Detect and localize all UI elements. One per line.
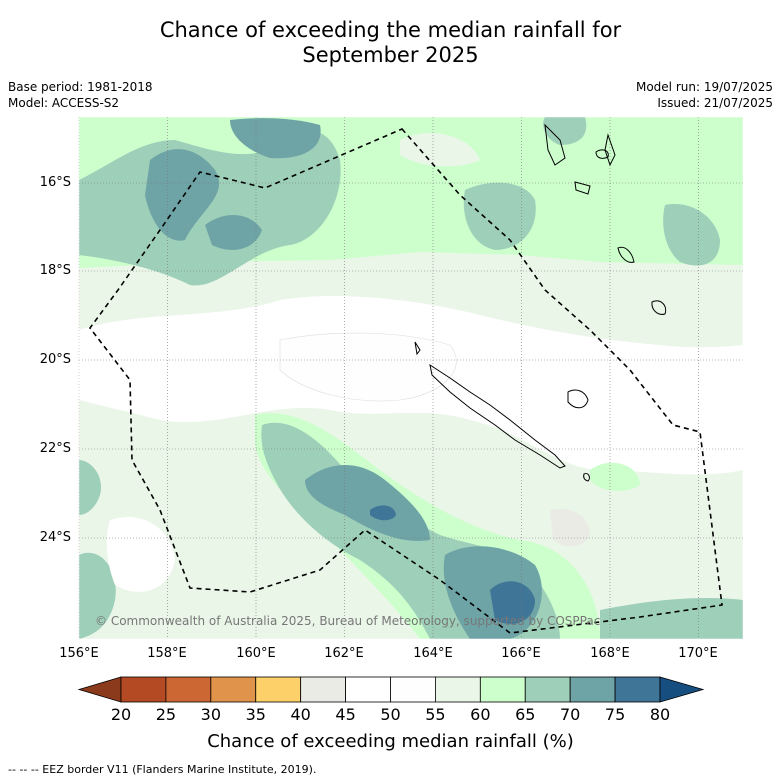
lat-label-22s: 22°S	[39, 441, 71, 456]
lon-label-164e: 164°E	[413, 646, 453, 661]
colorbar-tick-label: 80	[649, 705, 671, 724]
colorbar-segment	[435, 676, 481, 703]
blob-50-55-sw	[106, 516, 175, 592]
blob-65-70-d	[463, 182, 536, 250]
eez-legend: -- -- -- EEZ border V11 (Flanders Marine…	[8, 763, 317, 776]
colorbar-segment	[300, 676, 346, 703]
lat-label-24s: 24°S	[39, 530, 71, 545]
blob-60-65-east	[590, 462, 640, 492]
colorbar-segment	[210, 676, 257, 703]
colorbar-segment	[524, 676, 571, 703]
title-line-2: September 2025	[302, 43, 479, 67]
colorbar-tick-label: 60	[470, 705, 491, 724]
vanuatu-island-d	[617, 246, 635, 263]
blob-65-70-se	[600, 598, 743, 639]
colorbar-segment	[390, 676, 436, 703]
blob-45-50-center	[279, 332, 457, 402]
colorbar-tick-label: 30	[200, 705, 221, 724]
lon-label-162e: 162°E	[324, 646, 364, 661]
blob-70-75-c	[230, 118, 321, 159]
small-island	[414, 341, 421, 356]
title-line-1: Chance of exceeding the median rainfall …	[159, 18, 622, 42]
eez-border	[88, 128, 723, 634]
colorbar	[77, 676, 705, 703]
colorbar-under-arrow	[77, 676, 122, 703]
probability-field	[79, 117, 743, 639]
colorbar-segment	[345, 676, 391, 703]
blob-55-60-g	[400, 132, 480, 167]
lon-label-156e: 156°E	[59, 646, 99, 661]
meta-right: Model run: 19/07/2025 Issued: 21/07/2025	[636, 79, 773, 111]
meta-left: Base period: 1981-2018 Model: ACCESS-S2	[8, 79, 153, 111]
colorbar-tick-label: 75	[604, 705, 626, 724]
vanuatu-island-a	[604, 133, 616, 167]
colorbar-segment	[120, 676, 167, 703]
gridlines	[78, 117, 743, 639]
lat-label-16s: 16°S	[39, 175, 71, 190]
colorbar-tick-label: 65	[515, 705, 536, 724]
colorbar-tick-label: 55	[425, 705, 446, 724]
colorbar-tick-label: 35	[245, 705, 266, 724]
vanuatu-island-c	[574, 181, 591, 195]
issued-date: Issued: 21/07/2025	[657, 96, 773, 110]
copyright-credit: © Commonwealth of Australia 2025, Bureau…	[95, 614, 601, 628]
map-frame	[78, 116, 744, 640]
colorbar-tick-label: 50	[380, 705, 401, 724]
colorbar-tick-label: 25	[155, 705, 177, 724]
colorbar-tick-label: 20	[110, 705, 132, 724]
blob-65-70-a	[79, 130, 341, 286]
blob-70-75-south-a	[305, 465, 430, 541]
base-period: Base period: 1981-2018	[8, 80, 153, 94]
vanuatu-island-north	[544, 123, 566, 166]
lat-label-20s: 20°S	[39, 352, 71, 367]
loyalty-island	[567, 389, 589, 409]
blob-65-70-e	[543, 117, 587, 145]
lon-label-168e: 168°E	[590, 646, 630, 661]
lon-label-160e: 160°E	[236, 646, 276, 661]
lon-label-158e: 158°E	[147, 646, 187, 661]
colorbar-tick-label: 40	[290, 705, 311, 724]
blob-65-70-f	[663, 204, 720, 266]
blob-75-80-south-a	[370, 505, 396, 521]
colorbar-segment	[165, 676, 212, 703]
colorbar-title: Chance of exceeding median rainfall (%)	[207, 731, 574, 752]
blob-75-80-south-b	[490, 581, 535, 624]
blob-40-45-se	[550, 508, 590, 547]
colorbar-segment	[255, 676, 302, 703]
vanuatu-island-b	[595, 149, 609, 159]
new-caledonia-island	[429, 363, 566, 469]
colorbar-segment	[479, 676, 526, 703]
model-name: Model: ACCESS-S2	[8, 96, 120, 110]
lon-label-170e: 170°E	[678, 646, 718, 661]
colorbar-segment	[614, 676, 661, 703]
vanuatu-island-e	[651, 300, 667, 315]
model-run: Model run: 19/07/2025	[635, 80, 773, 94]
colorbar-tick-label: 70	[559, 705, 581, 724]
blob-65-70-sw	[79, 552, 116, 639]
lat-label-18s: 18°S	[39, 263, 71, 278]
colorbar-over-arrow	[659, 676, 705, 703]
blob-70-75-b	[205, 214, 262, 250]
isle-of-pines	[583, 473, 590, 482]
blob-65-70-west	[79, 460, 101, 515]
map-title: Chance of exceeding the median rainfall …	[0, 18, 781, 68]
colorbar-tick-label: 45	[335, 705, 356, 724]
lon-label-166e: 166°E	[501, 646, 541, 661]
colorbar-segment	[569, 676, 616, 703]
